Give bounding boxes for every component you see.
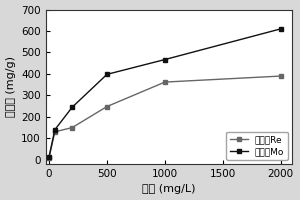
- 单体系Re: [105, 105, 109, 108]
- 单体系Re: [163, 81, 167, 83]
- Legend: 单体系Re, 单体系Mo: 单体系Re, 单体系Mo: [226, 132, 288, 160]
- 单体系Re: [70, 126, 74, 129]
- 单体系Re: [47, 156, 51, 159]
- X-axis label: 浓度 (mg/L): 浓度 (mg/L): [142, 184, 196, 194]
- 单体系Re: [53, 131, 57, 133]
- 单体系Mo: [47, 155, 51, 158]
- 单体系Mo: [163, 58, 167, 61]
- Y-axis label: 吸附量 (mg/g): 吸附量 (mg/g): [6, 56, 16, 117]
- Line: 单体系Re: 单体系Re: [46, 74, 283, 160]
- 单体系Re: [279, 75, 283, 77]
- 单体系Mo: [70, 106, 74, 108]
- 单体系Mo: [105, 73, 109, 76]
- Line: 单体系Mo: 单体系Mo: [46, 26, 283, 159]
- 单体系Mo: [279, 28, 283, 30]
- 单体系Mo: [53, 129, 57, 131]
